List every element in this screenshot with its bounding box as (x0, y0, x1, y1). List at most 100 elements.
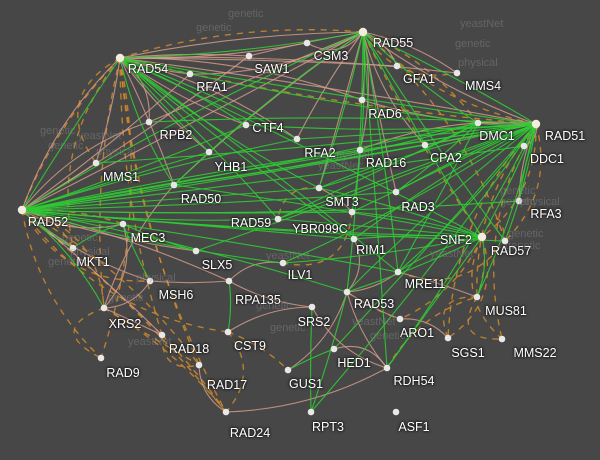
edge-physical (318, 31, 364, 189)
edge-genetic (122, 223, 197, 252)
graph-node-asf1[interactable] (392, 408, 400, 416)
graph-node-snf2[interactable] (477, 232, 487, 242)
graph-node-rad51[interactable] (531, 119, 541, 129)
edge-yeastnet (21, 208, 124, 225)
graph-node-msh6[interactable] (146, 277, 154, 285)
edge-genetic (362, 31, 537, 125)
graph-node-mec3[interactable] (119, 220, 127, 228)
graph-node-smt3[interactable] (315, 184, 323, 192)
edge-genetic (173, 184, 483, 238)
graph-node-rfa2[interactable] (293, 135, 301, 143)
graph-node-cpa2[interactable] (421, 141, 429, 149)
edge-genetic (310, 123, 537, 413)
edge-genetic (395, 122, 479, 193)
graph-node-mms22[interactable] (498, 335, 506, 343)
edge-yeastnet (21, 57, 121, 211)
graph-node-rdh54[interactable] (383, 364, 391, 372)
graph-node-rad53[interactable] (343, 288, 351, 296)
edge-physical (287, 291, 348, 371)
graph-node-rad18[interactable] (158, 331, 166, 339)
graph-node-mkt1[interactable] (69, 244, 77, 252)
edge-genetic (362, 31, 388, 369)
graph-node-rad24[interactable] (222, 408, 230, 416)
graph-node-rad3[interactable] (392, 188, 400, 196)
graph-node-rad9[interactable] (97, 354, 105, 362)
edge-physical (227, 306, 313, 333)
graph-node-mms4[interactable] (453, 69, 461, 77)
graph-node-rfa1[interactable] (186, 70, 194, 78)
edge-genetic (72, 223, 124, 249)
graph-node-xrs2[interactable] (100, 304, 108, 312)
graph-node-rad55[interactable] (358, 27, 368, 37)
graph-node-srs2[interactable] (308, 303, 316, 311)
graph-node-gfa1[interactable] (393, 62, 401, 70)
edge-genetic (119, 57, 483, 238)
graph-node-rim1[interactable] (350, 235, 358, 243)
edge-physical (225, 367, 388, 413)
graph-node-slx5[interactable] (192, 247, 200, 255)
graph-node-dmc1[interactable] (474, 119, 482, 127)
edge-yeastnet (362, 31, 458, 76)
edge-physical (228, 280, 313, 308)
graph-node-ddc1[interactable] (520, 142, 528, 150)
graph-node-ctf4[interactable] (242, 121, 250, 129)
edge-physical (103, 223, 128, 309)
graph-node-mre11[interactable] (394, 268, 402, 276)
edge-physical (21, 31, 364, 211)
edge-genetic (346, 123, 537, 293)
graph-node-cst9[interactable] (224, 328, 232, 336)
graph-node-rad54[interactable] (115, 53, 125, 63)
edge-genetic (504, 123, 537, 242)
graph-node-rad59[interactable] (274, 215, 282, 223)
edge-yeastnet (504, 123, 542, 242)
graph-node-yhb1[interactable] (205, 148, 213, 156)
edge-physical (399, 318, 449, 339)
edge-yeastnet (119, 29, 364, 59)
edge-genetic (119, 57, 537, 125)
graph-node-sgs1[interactable] (444, 334, 452, 342)
graph-node-saw1[interactable] (245, 52, 253, 60)
edge-genetic (21, 187, 320, 211)
edge-genetic (21, 209, 399, 273)
edge-physical (198, 364, 227, 413)
edge-genetic (227, 280, 232, 333)
edge-genetic (119, 57, 210, 153)
edge-genetic (21, 191, 397, 211)
edge-genetic (346, 236, 483, 293)
graph-node-rad52[interactable] (17, 205, 27, 215)
graph-node-rpa135[interactable] (225, 277, 233, 285)
graph-node-rpt3[interactable] (307, 408, 315, 416)
graph-node-rad50[interactable] (170, 181, 178, 189)
graph-node-rfa3[interactable] (515, 197, 523, 205)
edge-yeastnet (73, 307, 105, 359)
graph-node-mus81[interactable] (473, 293, 481, 301)
edge-genetic (245, 123, 537, 130)
edge-physical (119, 57, 298, 140)
edge-genetic (119, 57, 479, 124)
edge-genetic (476, 123, 537, 298)
edge-yeastnet (21, 209, 102, 359)
edge-physical (21, 209, 124, 229)
graph-node-hed1[interactable] (330, 345, 338, 353)
edge-genetic (21, 209, 355, 240)
graph-node-rpb2[interactable] (145, 118, 153, 126)
edge-genetic (119, 57, 355, 240)
graph-node-ilv1[interactable] (279, 259, 287, 267)
graph-node-csm3[interactable] (303, 39, 311, 47)
edge-genetic (95, 123, 537, 164)
graph-node-rad17[interactable] (195, 361, 203, 369)
graph-node-rad57[interactable] (501, 237, 509, 245)
graph-node-rad6[interactable] (358, 96, 366, 104)
edge-physical (103, 184, 175, 309)
edge-genetic (21, 209, 353, 214)
edge-genetic (277, 218, 483, 238)
graph-node-rad16[interactable] (356, 146, 364, 154)
graph-node-aro1[interactable] (396, 315, 404, 323)
edge-genetic (481, 123, 537, 238)
graph-node-gus1[interactable] (284, 366, 292, 374)
edge-genetic (148, 117, 537, 125)
graph-node-mms1[interactable] (92, 159, 100, 167)
edge-genetic (318, 187, 483, 238)
graph-node-ybr099c[interactable] (348, 208, 356, 216)
